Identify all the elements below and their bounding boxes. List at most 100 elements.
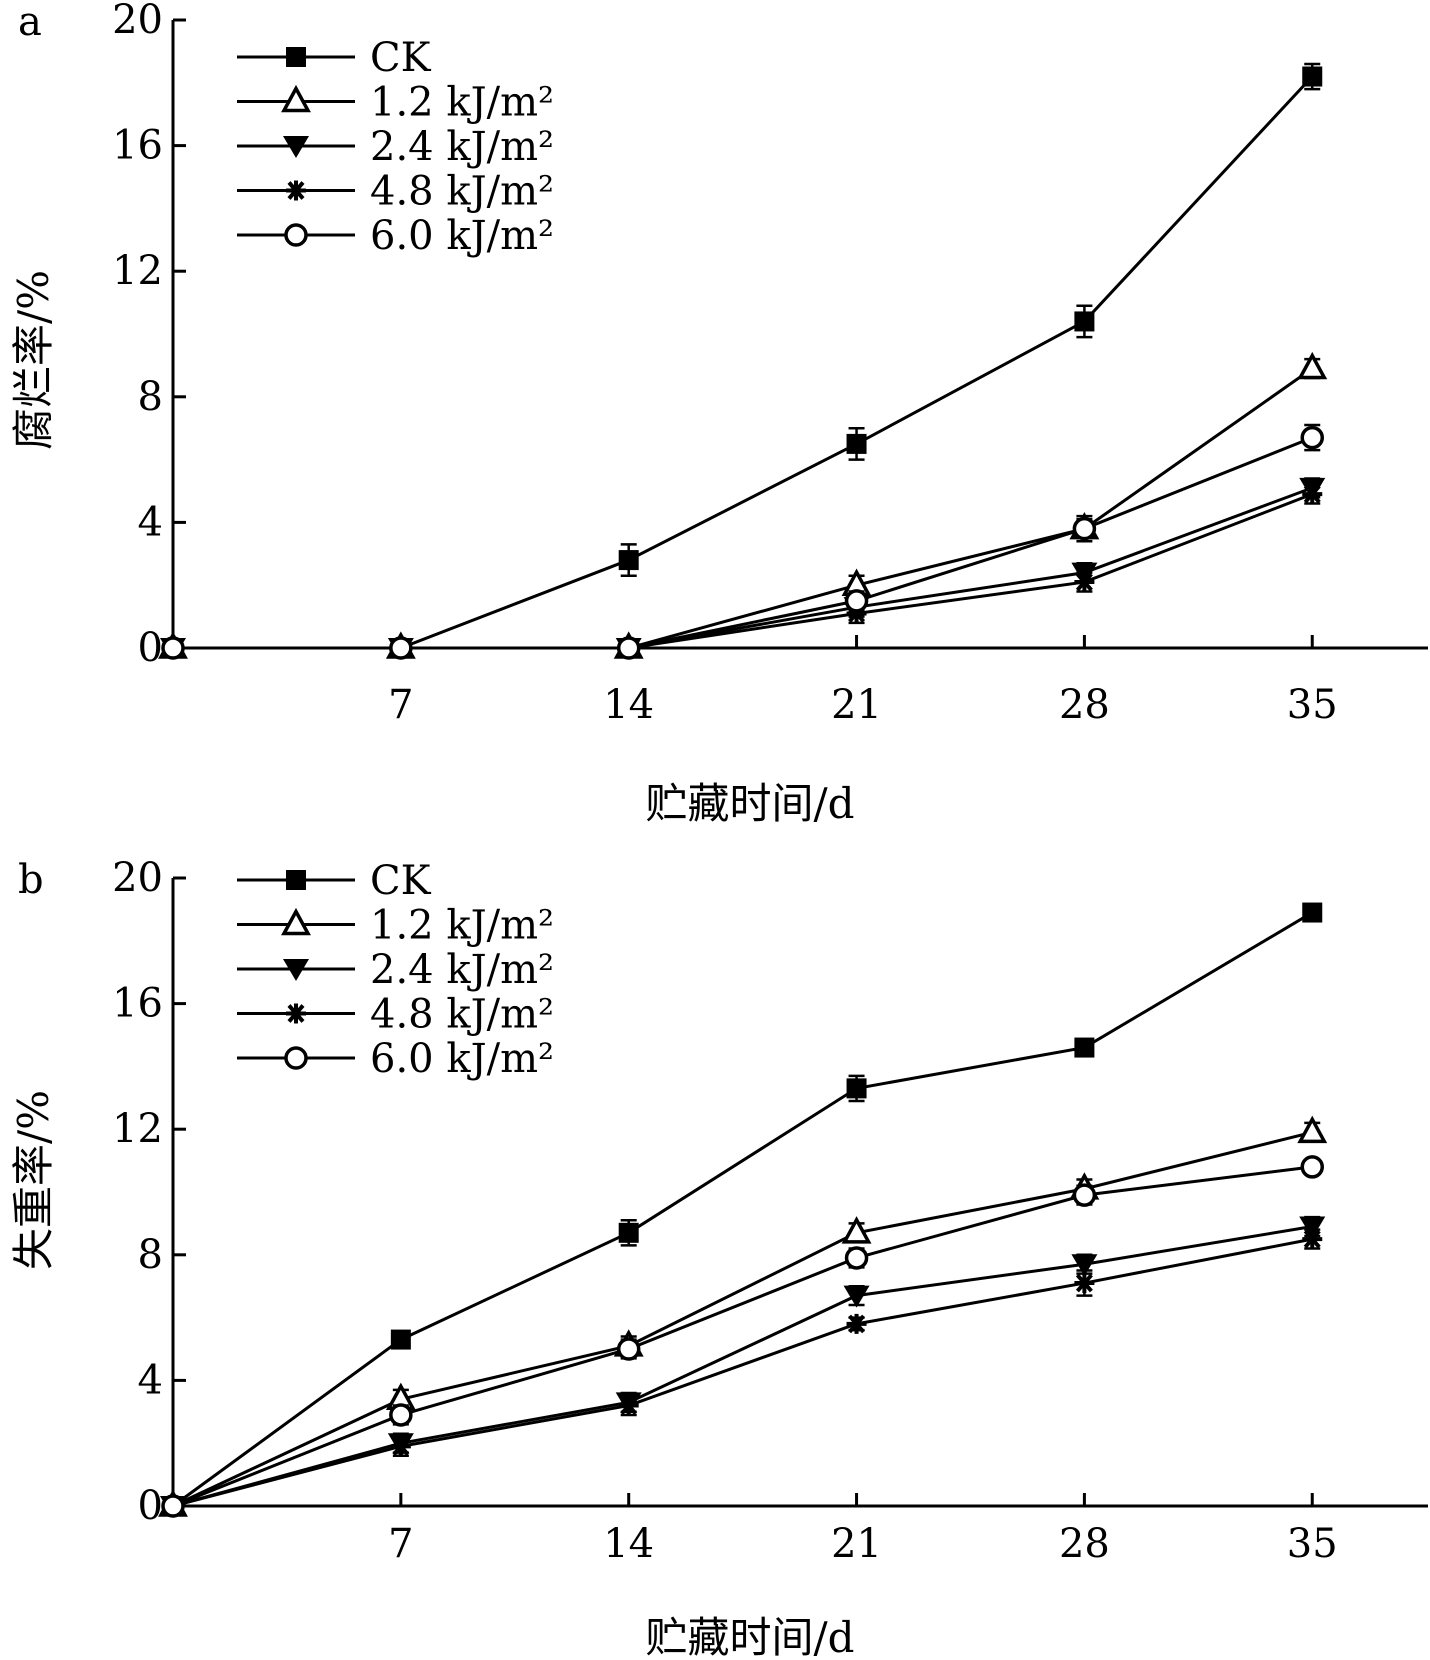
panel-label: b	[18, 857, 44, 903]
series-line	[172, 911, 1314, 1508]
data-point	[616, 1337, 641, 1361]
data-point-shape	[616, 1337, 641, 1361]
x-tick-label: 7	[388, 682, 413, 728]
x-tick-label: 7	[388, 1521, 413, 1567]
legend-label: 4.8 kJ/m²	[370, 169, 554, 215]
legend-marker	[284, 223, 308, 247]
y-tick-label: 16	[112, 123, 163, 169]
data-point	[1074, 311, 1095, 332]
legend-marker	[283, 136, 309, 158]
legend-marker-shape	[286, 870, 306, 890]
legend-marker-shape	[281, 84, 311, 113]
series-4	[161, 1155, 1324, 1518]
legend-marker	[283, 959, 309, 981]
chart-panel-b: b 失重率/% 贮藏时间/d 0 4 8 12 16 20 7 14 21 28 35 CK1.2 k…	[9, 855, 1428, 1660]
legend-label: 4.8 kJ/m²	[370, 992, 554, 1038]
data-point-shape	[1071, 1254, 1098, 1277]
legend: CK1.2 kJ/m²2.4 kJ/m²4.8 kJ/m²6.0 kJ/m²	[237, 858, 554, 1082]
series-line	[173, 75, 1314, 650]
series-line	[172, 1237, 1313, 1508]
legend: CK1.2 kJ/m²2.4 kJ/m²4.8 kJ/m²6.0 kJ/m²	[237, 35, 554, 259]
data-point-shape	[1300, 1155, 1324, 1179]
x-tick-label: 28	[1059, 1521, 1110, 1567]
data-point	[389, 636, 413, 660]
data-point	[1302, 1229, 1323, 1250]
data-point-shape	[1300, 425, 1324, 450]
y-tick-label: 12	[112, 248, 163, 294]
legend-item: 6.0 kJ/m²	[237, 1036, 554, 1082]
y-tick-label: 8	[138, 1232, 163, 1278]
data-point	[1072, 1183, 1097, 1207]
y-tick-label: 20	[112, 855, 163, 901]
data-point-shape	[161, 636, 185, 660]
chart-panel-a: a 腐烂率/% 贮藏时间/d 0 4 8 12 16 20 7 14 21 28 35 CK1.2 k…	[9, 0, 1428, 828]
legend-label: 1.2 kJ/m²	[370, 80, 554, 126]
data-point-shape	[616, 636, 641, 660]
series-line	[173, 436, 1313, 650]
legend-item: 1.2 kJ/m²	[237, 80, 554, 126]
x-axis-title: 贮藏时间/d	[645, 1613, 854, 1660]
data-point	[841, 1216, 872, 1244]
legend-label: 1.2 kJ/m²	[370, 903, 554, 949]
x-tick-label: 28	[1059, 682, 1110, 728]
data-point-shape	[618, 550, 639, 571]
data-point-shape	[1074, 311, 1095, 332]
x-axis-title: 贮藏时间/d	[645, 779, 854, 828]
data-point	[1300, 1155, 1324, 1179]
x-tick-label: 21	[831, 682, 882, 728]
data-point-shape	[1072, 516, 1097, 541]
data-point	[1299, 1216, 1326, 1239]
data-point	[618, 550, 639, 571]
data-point	[1074, 1273, 1095, 1294]
data-point	[1302, 484, 1323, 505]
series-3	[163, 483, 1323, 658]
data-point-shape	[846, 433, 867, 454]
series-line	[172, 1225, 1313, 1508]
series-2	[160, 1215, 1326, 1518]
data-point	[846, 1078, 867, 1099]
series-line	[173, 367, 1314, 650]
legend-marker	[281, 907, 311, 936]
data-point	[1074, 1037, 1095, 1058]
legend-item: 6.0 kJ/m²	[237, 213, 554, 259]
data-point	[390, 1436, 411, 1457]
data-point	[1297, 1115, 1328, 1144]
y-tick-label: 8	[138, 374, 163, 420]
series-4	[161, 423, 1324, 660]
legend-marker	[281, 84, 311, 113]
data-point	[1074, 572, 1095, 593]
series-0	[163, 62, 1323, 658]
legend-marker	[284, 1046, 308, 1070]
legend-marker	[286, 870, 306, 890]
data-point-shape	[844, 589, 869, 613]
series-2	[160, 477, 1326, 660]
y-axis-title: 失重率/%	[9, 1090, 58, 1270]
legend-marker-shape	[283, 136, 309, 158]
data-point-shape	[1302, 902, 1323, 923]
data-point	[844, 589, 869, 613]
y-tick-label: 20	[112, 0, 163, 43]
y-tick-label: 12	[112, 1106, 163, 1152]
data-point	[1072, 516, 1097, 541]
data-point	[846, 1313, 867, 1334]
series-line	[172, 1165, 1313, 1508]
data-point-shape	[846, 1078, 867, 1099]
series-1	[158, 351, 1328, 659]
legend-item: 4.8 kJ/m²	[237, 992, 554, 1038]
legend-label: CK	[370, 858, 432, 904]
y-axis-title: 腐烂率/%	[9, 270, 58, 450]
data-point	[161, 636, 185, 660]
data-point-shape	[390, 1329, 411, 1350]
series-3	[163, 1228, 1323, 1516]
x-tick-label: 14	[603, 682, 654, 728]
y-tick-label: 16	[112, 981, 163, 1027]
data-point-shape	[841, 1216, 872, 1244]
data-point	[618, 1395, 639, 1416]
data-point	[1297, 351, 1328, 380]
legend-marker-shape	[283, 959, 309, 981]
legend-item: CK	[237, 35, 432, 81]
y-tick-label: 4	[138, 499, 163, 545]
data-point-shape	[161, 1494, 185, 1518]
legend-marker-shape	[281, 907, 311, 936]
